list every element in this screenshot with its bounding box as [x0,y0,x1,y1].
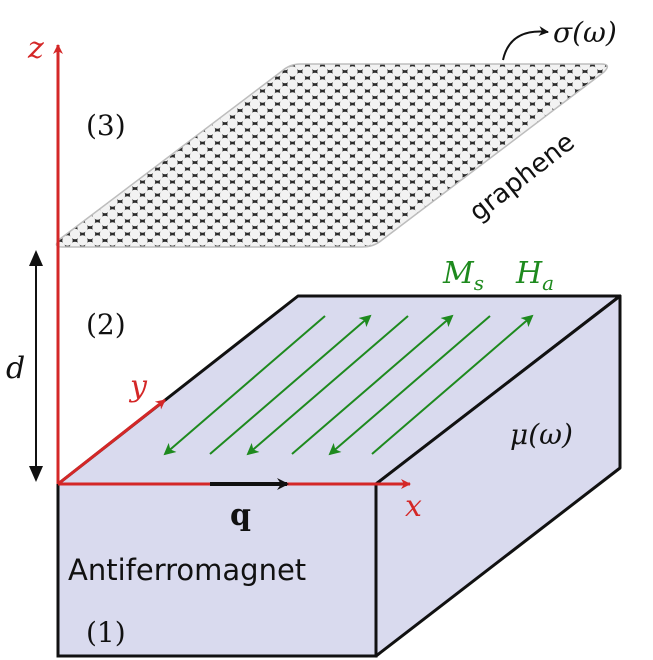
field-arrow [209,314,372,455]
antiferromagnet-block [56,294,622,658]
ms-subscript: s [474,271,484,295]
field-arrow [246,315,409,456]
ha-subscript: a [542,271,554,295]
x-axis-label: x [405,489,422,524]
region-2-label: (2) [86,308,126,341]
material-label: Antiferromagnet [68,553,306,587]
z-axis-label: z [27,31,44,66]
field-arrow [371,314,534,455]
region-1-label: (1) [86,616,126,649]
field-arrow [291,314,454,455]
graphene-outline [55,63,609,248]
distance-label: d [6,351,25,386]
curved-arrow-icon [502,26,549,61]
ms-label: Ms [442,256,484,295]
region-3-label: (3) [86,109,126,142]
q-vector-label: q [230,498,251,533]
field-arrows [163,314,534,456]
y-axis-line [57,398,166,486]
field-arrow [328,315,491,456]
distance-arrow [29,250,43,482]
ha-label: Ha [515,256,554,295]
sigma-label: σ(ω) [553,16,617,49]
field-arrow [163,315,326,456]
y-axis-label: y [128,369,148,404]
block-front-face [56,482,378,658]
ms-main: M [442,256,475,291]
ha-main: H [515,256,543,291]
mu-label: μ(ω) [510,418,573,451]
